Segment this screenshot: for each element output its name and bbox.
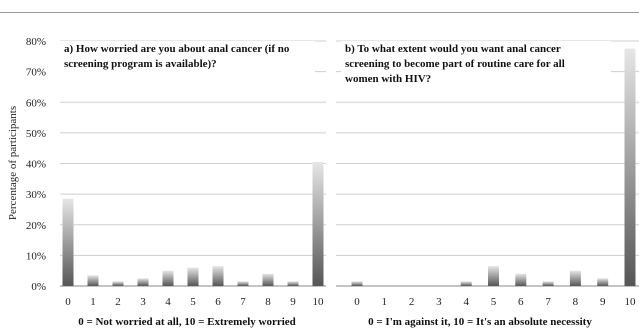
panel-b-x-ticks: 0 1 2 3 4 5 6 7 8 9 10 [354,296,636,308]
panel-a-x-axis-label: 0 = Not worried at all, 10 = Extremely w… [78,316,296,328]
bar [542,281,554,286]
x-tick-label: 1 [382,296,388,308]
y-axis-label: Percentage of participants [7,106,19,220]
bar [212,266,224,286]
bar [569,270,581,286]
bar [112,281,124,286]
panel-a-grid [60,40,326,287]
panel-a: a) How worried are you about anal cancer… [60,40,326,328]
x-tick-label: 7 [545,296,551,308]
top-rule [0,12,639,13]
x-tick-label: 7 [240,296,246,308]
bar [460,281,472,286]
chart-title-line: a) How worried are you about anal cancer… [64,43,290,55]
panel-b: b) To what extent would you want anal ca… [336,40,639,328]
x-tick-label: 2 [409,296,415,308]
y-tick-label: 10% [26,250,46,262]
bar [597,278,609,286]
bar [488,266,499,286]
bar [137,278,149,286]
title-backdrop [60,41,315,75]
chart-title-line: b) To what extent would you want anal ca… [345,43,561,55]
x-tick-label: 6 [518,296,524,308]
panel-a-title: a) How worried are you about anal cancer… [60,41,315,75]
bar [187,267,199,286]
bar [237,281,249,286]
bar [351,281,363,286]
x-tick-label: 8 [573,296,579,308]
x-tick-label: 10 [625,296,637,308]
y-tick-label: 80% [26,36,46,48]
bar [515,273,527,286]
panel-b-bars [351,48,636,286]
x-tick-label: 0 [65,296,71,308]
panel-b-x-axis-label: 0 = I'm against it, 10 = It's an absolut… [368,316,592,328]
y-tick-label: 30% [26,189,46,201]
bar [624,48,636,286]
y-axis-ticks: 0% 10% 20% 30% 40% 50% 60% 70% 80% [26,36,46,293]
x-tick-label: 4 [463,296,469,308]
y-tick-label: 70% [26,67,46,79]
y-tick-label: 20% [26,220,46,232]
chart-title-line: screening program is available)? [64,58,217,70]
x-tick-label: 3 [436,296,442,308]
y-tick-label: 40% [26,159,46,171]
chart-title-line: screening to become part of routine care… [345,58,565,70]
bar [312,161,324,286]
x-tick-label: 0 [354,296,360,308]
panel-b-title: b) To what extent would you want anal ca… [341,41,611,90]
bar [62,198,74,286]
bar [87,275,99,286]
x-tick-label: 9 [290,296,296,308]
x-tick-label: 4 [165,296,171,308]
x-tick-label: 8 [265,296,271,308]
x-tick-label: 10 [313,296,325,308]
x-tick-label: 5 [190,296,196,308]
title-backdrop [341,41,611,90]
panel-a-x-ticks: 0 1 2 3 4 5 6 7 8 9 10 [65,296,324,308]
bar [162,270,174,286]
x-tick-label: 2 [115,296,121,308]
bar [262,273,274,286]
x-tick-label: 5 [491,296,497,308]
x-tick-label: 1 [90,296,96,308]
bar [287,281,299,286]
chart-title-line: women with HIV? [345,73,431,85]
x-tick-label: 3 [140,296,146,308]
x-tick-label: 9 [600,296,606,308]
x-tick-label: 6 [215,296,221,308]
y-tick-label: 50% [26,128,46,140]
panel-a-bars [62,161,324,286]
y-tick-label: 0% [31,281,46,293]
y-tick-label: 60% [26,97,46,109]
